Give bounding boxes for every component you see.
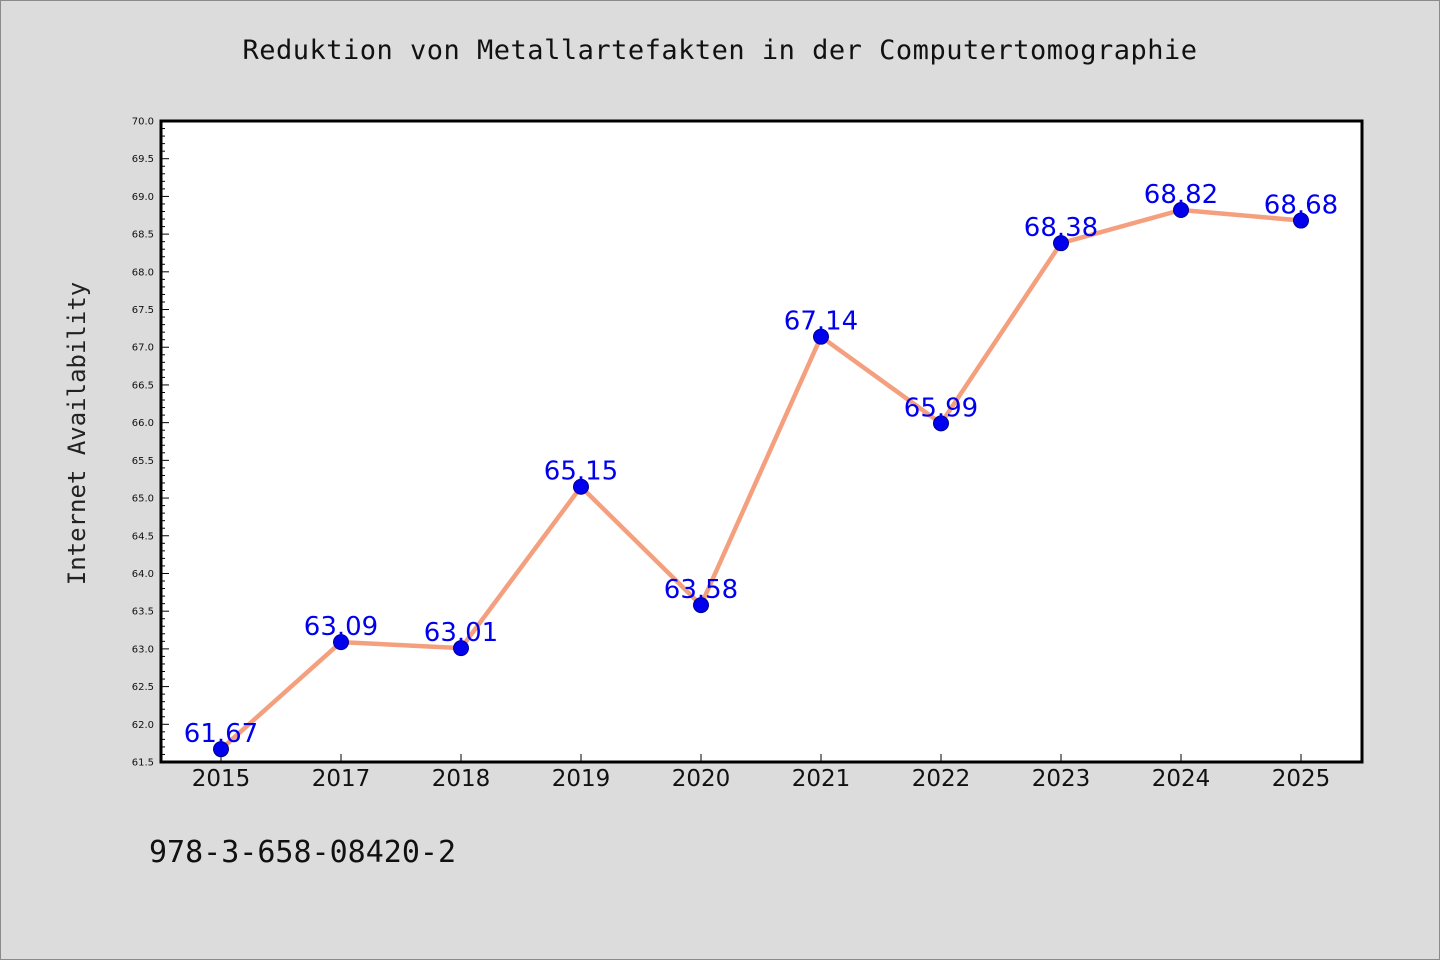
data-label: 63.01 [424,618,498,648]
data-label: 65.99 [904,393,978,423]
plot-area [161,121,1362,762]
y-tick-label: 64.5 [132,531,154,542]
x-axis-ticks: 2015 2017 2018 2019 2020 2021 2022 2023 2024 2025 [192,754,1331,792]
x-tick-label: 2017 [312,766,371,792]
isbn-footnote: 978-3-658-08420-2 [149,835,457,870]
y-tick-label: 68.0 [132,267,154,278]
y-tick-label: 63.5 [132,607,154,618]
data-point [573,478,589,495]
y-tick-label: 65.5 [132,456,154,467]
y-tick-label: 64.0 [132,569,154,580]
y-tick-label: 69.5 [132,154,154,165]
data-point [1053,235,1069,252]
plot-frame [159,119,1364,764]
y-tick-label: 66.5 [132,380,154,391]
x-tick-label: 2020 [672,766,731,792]
data-label: 65.15 [544,457,618,487]
data-point [213,741,229,758]
y-axis-ticks: 61.5 62.0 62.5 63.0 63.5 64.0 64.5 65.0 65.5 66.0… [132,117,169,769]
data-label: 61.67 [184,719,258,749]
data-point [1293,212,1309,229]
data-point [453,640,469,657]
y-tick-label: 68.5 [132,230,154,241]
data-point [1173,201,1189,218]
x-tick-label: 2019 [552,766,611,792]
data-point [693,597,709,614]
x-tick-label: 2021 [792,766,851,792]
series-line [219,207,1302,751]
data-label: 68.38 [1024,213,1098,243]
y-tick-label: 69.0 [132,192,154,203]
series-markers [213,201,1309,758]
x-tick-label: 2024 [1152,766,1211,792]
y-tick-label: 62.0 [132,720,154,731]
x-tick-label: 2022 [912,766,971,792]
x-tick-label: 2023 [1032,766,1091,792]
data-label: 68.68 [1264,191,1338,221]
data-point [813,328,829,345]
data-labels: 61.67 63.09 63.01 65.15 63.58 67.14 65.99 68.38… [184,180,1338,749]
y-axis-label: Internet Availability [63,282,91,585]
y-tick-label: 67.5 [132,305,154,316]
y-tick-label: 61.5 [132,758,154,769]
x-tick-label: 2015 [192,766,251,792]
y-tick-label: 62.5 [132,682,154,693]
data-point [933,415,949,432]
data-point [333,634,349,651]
y-tick-label: 66.0 [132,418,154,429]
chart-title: Reduktion von Metallartefakten in der Co… [242,35,1198,66]
data-label: 63.58 [664,575,738,605]
data-label: 67.14 [784,307,858,337]
x-tick-label: 2018 [432,766,491,792]
y-tick-label: 63.0 [132,644,154,655]
y-tick-label: 70.0 [132,117,154,128]
y-tick-label: 65.0 [132,494,154,505]
data-label: 68.82 [1144,180,1218,210]
x-tick-label: 2025 [1272,766,1331,792]
y-tick-label: 67.0 [132,343,154,354]
data-label: 63.09 [304,612,378,642]
